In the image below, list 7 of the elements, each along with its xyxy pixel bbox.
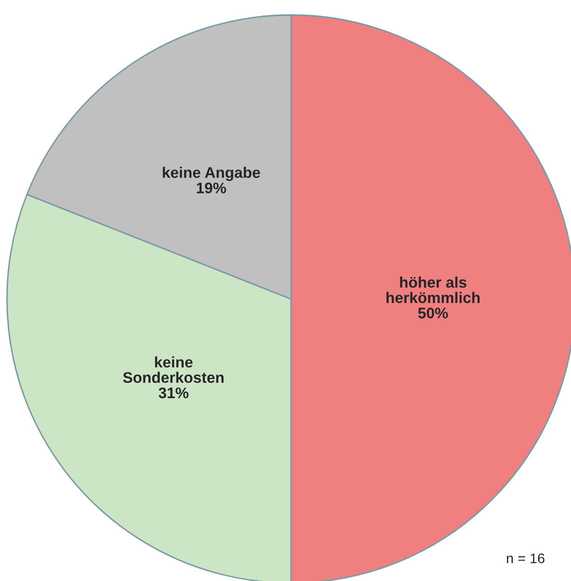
data-label: 31% (158, 387, 188, 398)
slice-label: höher als herkömmlich (386, 276, 480, 304)
text: n = 16 (506, 553, 544, 564)
slice-label: keine Angabe (162, 166, 260, 182)
data-label: 50% (418, 308, 448, 318)
data-label: 19% (196, 182, 226, 194)
slice-label: keine Sonderkosten (123, 356, 224, 383)
